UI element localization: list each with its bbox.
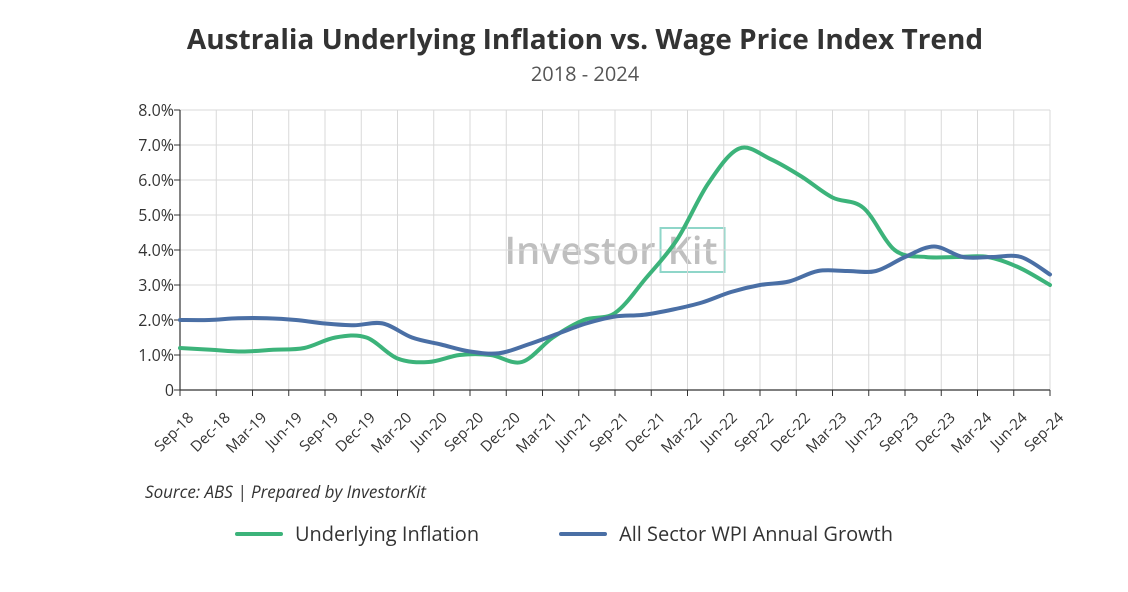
y-tick-label: 3.0% bbox=[118, 274, 174, 296]
y-tick-label: 1.0% bbox=[118, 344, 174, 366]
legend-swatch-icon bbox=[559, 532, 607, 536]
y-axis: 01.0%2.0%3.0%4.0%5.0%6.0%7.0%8.0% bbox=[118, 110, 174, 390]
y-tick-label: 8.0% bbox=[118, 99, 174, 121]
chart-subtitle: 2018 - 2024 bbox=[85, 60, 1085, 87]
chart-svg bbox=[180, 110, 1050, 390]
x-tick-label: Sep-18 bbox=[150, 408, 198, 456]
plot-area: InvestorKit bbox=[180, 110, 1050, 390]
x-tick-label: Sep-21 bbox=[585, 408, 633, 456]
y-tick-label: 2.0% bbox=[118, 309, 174, 331]
chart-header: Australia Underlying Inflation vs. Wage … bbox=[85, 20, 1085, 87]
x-tick-label: Sep-24 bbox=[1020, 408, 1068, 456]
y-tick-label: 4.0% bbox=[118, 239, 174, 261]
legend-item-wpi: All Sector WPI Annual Growth bbox=[559, 520, 893, 547]
source-note: Source: ABS | Prepared by InvestorKit bbox=[145, 480, 426, 503]
y-tick-label: 5.0% bbox=[118, 204, 174, 226]
x-tick-label: Sep-19 bbox=[295, 408, 343, 456]
legend-label: All Sector WPI Annual Growth bbox=[619, 520, 893, 547]
legend-label: Underlying Inflation bbox=[295, 520, 479, 547]
legend: Underlying Inflation All Sector WPI Annu… bbox=[0, 520, 1128, 547]
y-tick-label: 7.0% bbox=[118, 134, 174, 156]
legend-item-inflation: Underlying Inflation bbox=[235, 520, 479, 547]
x-tick-label: Sep-20 bbox=[440, 408, 488, 456]
x-axis: Sep-18Dec-18Mar-19Jun-19Sep-19Dec-19Mar-… bbox=[180, 400, 1050, 480]
x-tick-label: Sep-22 bbox=[730, 408, 778, 456]
chart-title: Australia Underlying Inflation vs. Wage … bbox=[85, 20, 1085, 58]
x-tick-label: Sep-23 bbox=[875, 408, 923, 456]
y-tick-label: 6.0% bbox=[118, 169, 174, 191]
legend-swatch-icon bbox=[235, 532, 283, 536]
y-tick-label: 0 bbox=[118, 379, 174, 401]
